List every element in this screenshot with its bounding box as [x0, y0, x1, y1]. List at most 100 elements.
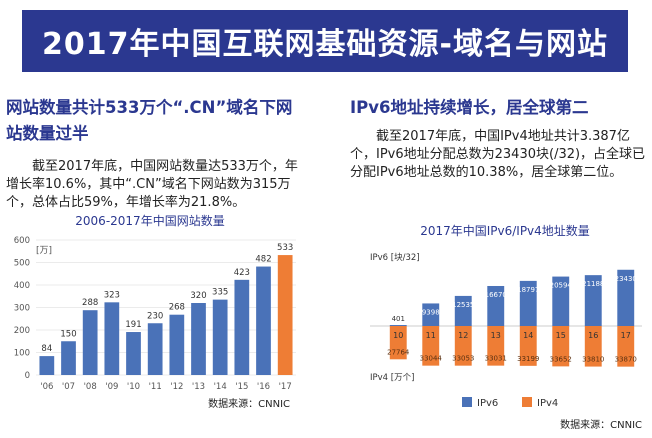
chart1-ytick-label: 600 [14, 236, 30, 246]
chart2-ipv4-bar [389, 326, 407, 360]
chart2-xtick-label: 11 [426, 331, 436, 340]
chart2-xtick-label: 17 [621, 331, 631, 340]
chart2-ipv4-label: 33053 [452, 355, 474, 363]
chart2-ipv6-label: 12535 [452, 301, 474, 309]
website-count-chart: 2006-2017年中国网站数量 [万] 0 100 200 300 400 500 600… [14, 213, 296, 410]
chart1-bar [191, 303, 206, 375]
ip-address-chart: 2017年中国IPv6/IPv4地址数量 IPv6 [块/32] IPv4 [万… [370, 223, 642, 431]
chart1-ytick-label: 400 [14, 281, 30, 291]
chart1-xtick-label: '10 [127, 382, 140, 392]
legend-swatch-ipv4 [522, 397, 532, 407]
chart1-bar [212, 299, 228, 375]
chart1-xtick-label: '13 [192, 382, 205, 392]
legend-label-ipv4: IPv4 [537, 398, 558, 409]
chart1-data-label: 423 [234, 268, 250, 278]
chart2-title: 2017年中国IPv6/IPv4地址数量 [420, 223, 590, 238]
chart2-ipv4-label: 27764 [387, 348, 410, 356]
chart2-ipv4-bar [617, 326, 635, 367]
chart2-source: 数据来源：CNNIC [560, 418, 642, 431]
chart1-bar [169, 314, 185, 375]
chart1-title: 2006-2017年中国网站数量 [75, 213, 224, 228]
chart1-bar [82, 310, 98, 375]
chart1-xtick-label: '09 [105, 382, 118, 392]
chart2-ipv4-bar [584, 326, 602, 367]
chart2-ipv4-label: 33044 [420, 355, 443, 363]
chart2-xtick-label: 12 [458, 331, 468, 340]
chart1-bar [147, 323, 163, 375]
chart1-data-label: 323 [104, 290, 120, 300]
chart1-xtick-label: '11 [149, 382, 162, 392]
page-title: 2017年中国互联网基础资源-域名与网站 [42, 27, 608, 62]
chart2-ipv4-label: 33870 [615, 356, 637, 364]
chart1-ytick-label: 100 [14, 349, 30, 359]
chart2-bottom-axis-label: IPv4 [万个] [370, 373, 414, 383]
chart1-ytick-label: 500 [14, 259, 30, 269]
chart2-ipv6-label: 401 [392, 315, 405, 323]
chart2-ipv6-label: 20594 [550, 282, 573, 290]
chart2-xtick-label: 15 [556, 331, 566, 340]
left-paragraph: 截至2017年底，中国网站数量达533万个，年增长率10.6%，其中“.CN”域… [6, 159, 298, 210]
chart1-xtick-label: '17 [279, 382, 292, 392]
chart1-data-label: 230 [147, 311, 163, 321]
chart2-ipv6-bar [454, 295, 472, 326]
chart1-xtick-label: '14 [214, 382, 227, 392]
chart1-data-label: 268 [169, 303, 185, 313]
chart1-data-label: 320 [190, 291, 206, 301]
chart1-bar [256, 266, 271, 375]
left-heading: 网站数量共计533万个“.CN”域名下网站数量过半 [6, 98, 293, 143]
legend-swatch-ipv6 [462, 397, 472, 407]
right-heading: IPv6地址持续增长，居全球第二 [350, 98, 589, 117]
chart1-xtick-label: '12 [170, 382, 183, 392]
header-banner: 2017年中国互联网基础资源-域名与网站 [0, 0, 652, 80]
banner-panel: 2017年中国互联网基础资源-域名与网站 [22, 10, 628, 72]
chart1-data-label: 482 [255, 255, 271, 265]
chart1-data-label: 335 [212, 288, 228, 298]
chart2-ipv6-bar [552, 276, 570, 326]
chart1-ylabel: [万] [36, 246, 52, 256]
chart1-bar [234, 279, 250, 375]
chart2-ipv4-bar [487, 326, 505, 366]
chart2-xtick-label: 16 [588, 331, 598, 340]
chart1-bar [126, 332, 141, 375]
chart2-ipv4-bar [454, 326, 472, 366]
chart1-ytick-label: 0 [25, 371, 30, 381]
chart1-data-label: 84 [41, 344, 52, 354]
chart2-ipv4-label: 33652 [550, 355, 572, 363]
chart2-ipv4-label: 33810 [582, 356, 604, 364]
chart1-data-label: 533 [277, 243, 293, 253]
chart1-xtick-label: '08 [84, 382, 97, 392]
chart2-xtick-label: 14 [523, 331, 533, 340]
chart1-xtick-label: '15 [235, 382, 248, 392]
chart2-xtick-label: 10 [393, 331, 403, 340]
chart1-ytick-label: 300 [14, 304, 30, 314]
chart1-data-label: 150 [60, 329, 76, 339]
chart1-xtick-label: '07 [62, 382, 75, 392]
chart2-ipv4-bar [519, 326, 537, 366]
chart2-ipv6-label: 9398 [422, 308, 440, 316]
chart1-bar [104, 302, 120, 375]
chart1-ytick-label: 200 [14, 326, 30, 336]
chart2-ipv4-label: 33199 [517, 355, 539, 363]
chart1-data-label: 191 [125, 320, 141, 330]
chart1-bar [39, 356, 55, 375]
chart2-xtick-label: 13 [491, 331, 501, 340]
chart2-ipv6-label: 18797 [517, 286, 539, 294]
chart2-ipv4-bar [552, 326, 570, 367]
chart2-ipv6-label: 16670 [485, 291, 507, 299]
chart2-ipv6-bar [422, 303, 440, 326]
right-paragraph: 截至2017年底，中国IPv4地址共计3.387亿个，IPv6地址分配总数为23… [350, 129, 646, 180]
legend-label-ipv6: IPv6 [477, 398, 498, 409]
chart2-ipv6-bar [389, 325, 407, 326]
chart2-ipv4-bar [422, 326, 440, 366]
chart2-ipv6-bar [519, 280, 537, 326]
chart2-ipv6-label: 21188 [582, 280, 604, 288]
chart1-xtick-label: '06 [40, 382, 53, 392]
chart2-ipv6-bar [487, 285, 505, 326]
chart1-bar [61, 341, 76, 375]
chart2-top-axis-label: IPv6 [块/32] [370, 252, 420, 263]
chart2-ipv4-label: 33031 [485, 355, 507, 363]
chart2-ipv6-bar [617, 269, 635, 326]
chart1-data-label: 288 [82, 298, 98, 308]
chart1-bar [277, 255, 293, 375]
chart2-ipv6-label: 23430 [615, 275, 637, 283]
